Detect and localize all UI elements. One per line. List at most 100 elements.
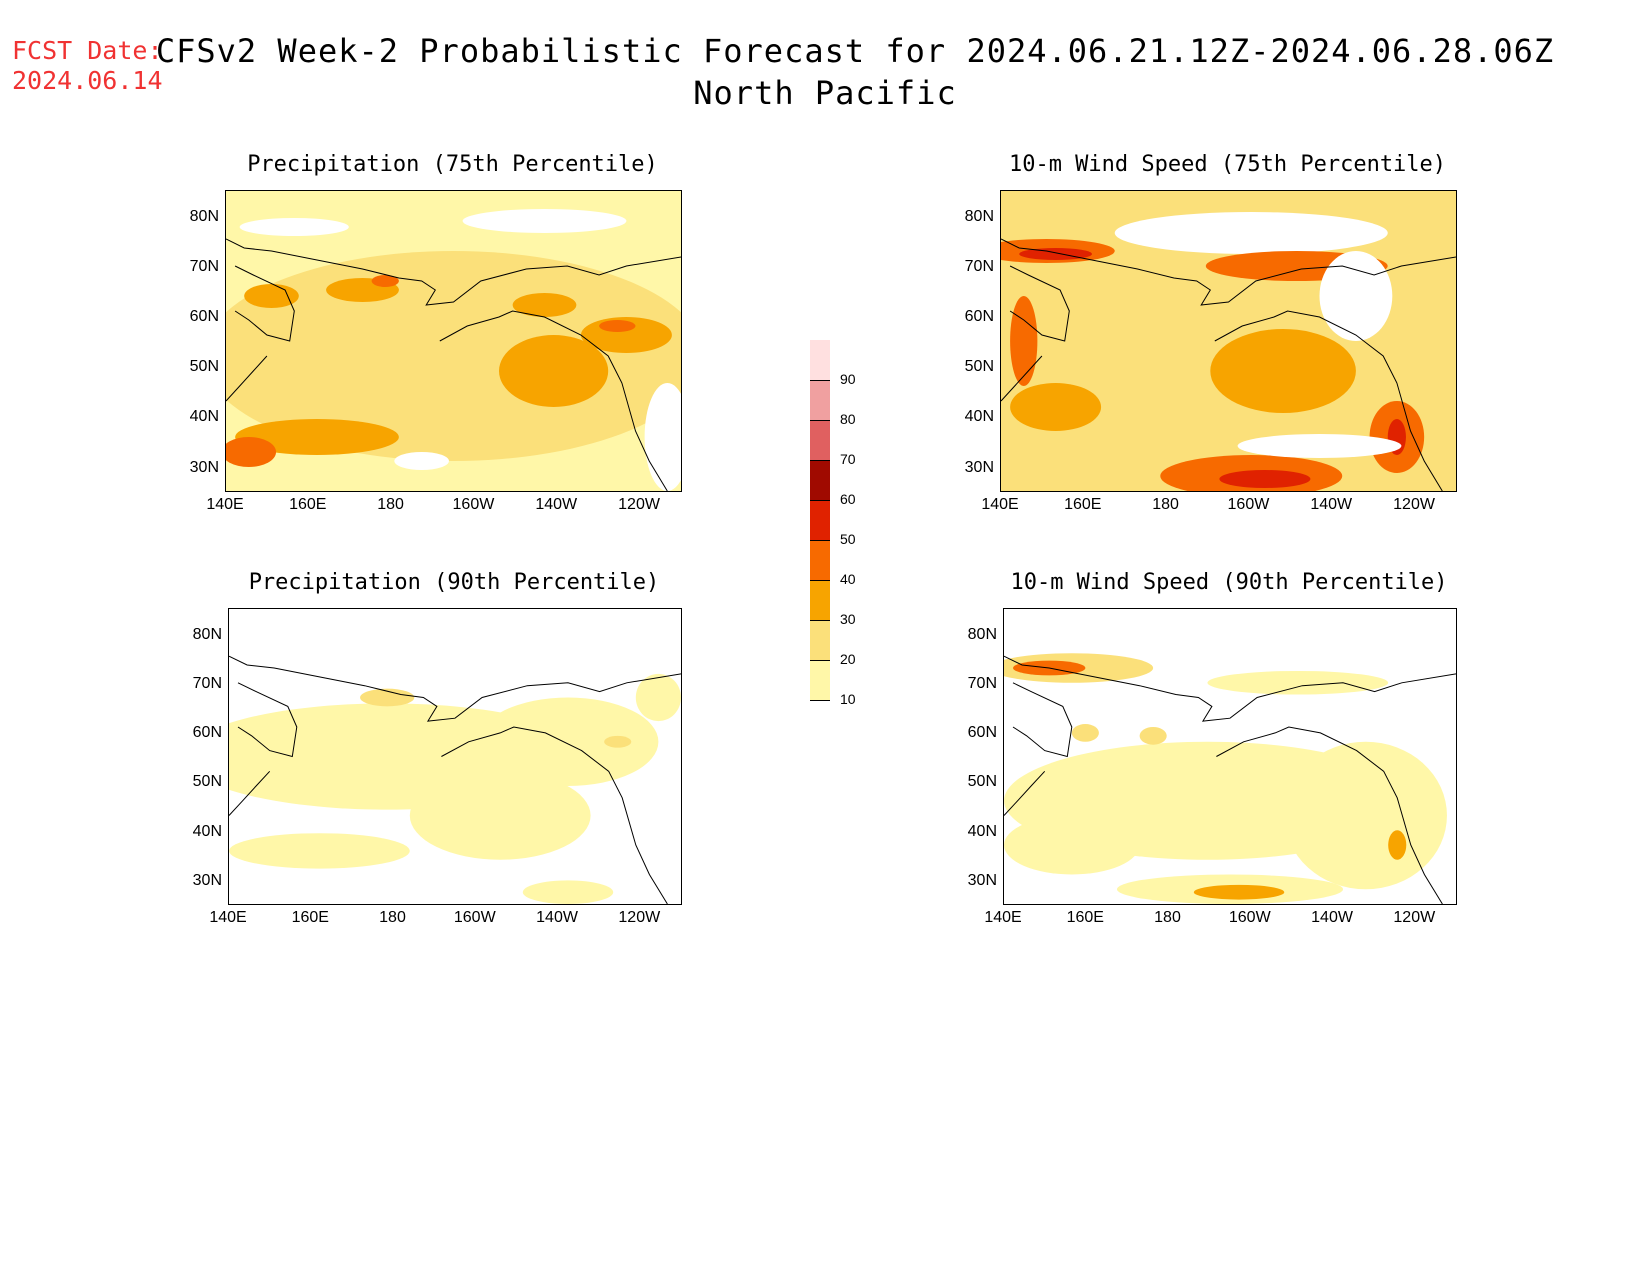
lat-tick-label: 80N (189, 208, 219, 225)
coastline (1216, 726, 1443, 904)
lat-tick-label: 30N (192, 871, 222, 889)
lon-tick-label: 160W (1227, 496, 1270, 513)
lon-tick-label: 140E (981, 496, 1019, 513)
probability-contour (1284, 741, 1447, 890)
coastline (1009, 265, 1070, 342)
colorbar-level-label: 90 (840, 371, 856, 387)
map-area (1003, 608, 1457, 905)
coastline (229, 655, 681, 722)
lon-tick-label: 180 (1154, 909, 1181, 926)
lat-tick-label: 70N (192, 674, 222, 692)
panel-precip-90: Precipitation (90th Percentile) 80N 70N 60… (193, 570, 682, 926)
colorbar-level-label: 50 (840, 531, 856, 547)
lon-tick-label: 160E (1066, 909, 1104, 926)
probability-contour (1139, 727, 1167, 745)
lon-tick-label: 140E (206, 496, 244, 513)
contour-field (226, 209, 681, 491)
lon-tick-label: 160E (291, 909, 329, 926)
probability-contour (360, 688, 415, 707)
lat-tick-label: 40N (964, 408, 994, 426)
probability-contour (499, 335, 609, 407)
coastline (1004, 770, 1046, 816)
lon-tick-label: 160E (1064, 496, 1102, 513)
colorbar-swatch (810, 580, 830, 621)
probability-contour (229, 833, 410, 869)
colorbar-level-label: 40 (840, 571, 856, 587)
coastline (1001, 355, 1043, 402)
probability-contour (239, 218, 349, 236)
coastline (226, 355, 268, 402)
colorbar-swatch (810, 620, 830, 661)
lat-tick-label: 70N (967, 674, 997, 692)
coastline (439, 310, 668, 491)
lon-tick-label: 180 (377, 496, 404, 513)
coastline (1004, 655, 1456, 722)
lon-tick-label: 180 (379, 909, 406, 926)
lat-tick-label: 40N (189, 408, 219, 426)
probability-contour (644, 383, 681, 491)
probability-contour (462, 209, 627, 233)
lon-tick-label: 120W (1393, 496, 1435, 513)
probability-contour (512, 293, 577, 317)
probability-contour (1010, 383, 1102, 431)
lat-tick-label: 60N (192, 724, 222, 742)
lat-tick-label: 50N (192, 773, 222, 791)
contour-field (229, 655, 681, 904)
probability-contour (394, 452, 449, 470)
panel-wind-90: 10-m Wind Speed (90th Percentile) 80N 70N… (968, 570, 1457, 926)
colorbar-swatch (810, 380, 830, 421)
contour-field (1001, 212, 1456, 491)
probability-contour (1388, 830, 1407, 860)
probability-contour (1004, 815, 1140, 875)
lat-tick-label: 80N (967, 625, 997, 643)
coastline (229, 770, 271, 816)
lat-tick-label: 50N (189, 358, 219, 376)
probability-contour (1010, 296, 1038, 386)
lat-tick-label: 40N (967, 822, 997, 840)
lat-tick-label: 30N (189, 458, 219, 476)
coastline (441, 726, 668, 904)
probability-contour (371, 275, 399, 287)
colorbar-swatch (810, 540, 830, 581)
page-title: CFSv2 Week-2 Probabilistic Forecast for … (0, 32, 1650, 112)
probability-contour (599, 320, 636, 332)
lon-tick-label: 160E (289, 496, 327, 513)
title-line-1: CFSv2 Week-2 Probabilistic Forecast for … (155, 32, 1555, 70)
lat-tick-label: 40N (192, 822, 222, 840)
colorbar-level-label: 60 (840, 491, 856, 507)
panel-title: Precipitation (75th Percentile) (247, 152, 658, 177)
lon-tick-label: 120W (618, 909, 661, 926)
probability-contour (1193, 884, 1285, 900)
lon-tick-label: 140W (535, 496, 578, 513)
lat-tick-label: 80N (192, 625, 222, 643)
lat-tick-label: 30N (967, 871, 997, 889)
lat-tick-label: 80N (964, 208, 994, 225)
map-area (228, 608, 682, 905)
lon-tick-label: 140W (1311, 909, 1353, 926)
lat-tick-label: 60N (967, 724, 997, 742)
lon-tick-label: 180 (1152, 496, 1179, 513)
lon-tick-label: 140E (209, 909, 247, 926)
colorbar-swatch (810, 420, 830, 461)
lon-tick-label: 140E (984, 909, 1022, 926)
lat-tick-label: 60N (189, 308, 219, 326)
lon-tick-label: 160W (1228, 909, 1271, 926)
lon-tick-label: 120W (618, 496, 660, 513)
panel-precip-75: Precipitation (75th Percentile) 80N 70N 60… (190, 152, 682, 513)
probability-contour (1207, 670, 1389, 695)
lat-tick-label: 60N (964, 308, 994, 326)
probability-contour (1210, 329, 1356, 413)
lon-tick-label: 120W (1393, 909, 1436, 926)
lon-tick-label: 140W (1310, 496, 1353, 513)
colorbar-swatch (810, 660, 830, 701)
colorbar-level-label: 80 (840, 411, 856, 427)
coastline (1214, 310, 1443, 491)
colorbar-swatch (810, 340, 830, 381)
lon-tick-label: 140W (536, 909, 578, 926)
probability-contour (477, 697, 659, 786)
colorbar-level-label: 70 (840, 451, 856, 467)
probability-contour (1071, 724, 1099, 742)
panel-wind-75: 10-m Wind Speed (75th Percentile) 80N 70N… (965, 152, 1457, 513)
lat-tick-label: 50N (967, 773, 997, 791)
panel-title: Precipitation (90th Percentile) (248, 570, 660, 595)
